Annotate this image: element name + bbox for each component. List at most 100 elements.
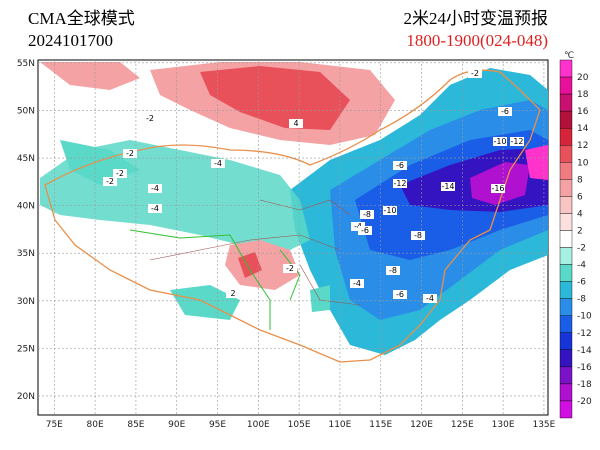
cold-core	[470, 162, 530, 205]
contour-label-bg	[211, 159, 225, 168]
contour-label-bg	[283, 264, 297, 273]
contour-label: -6	[361, 226, 369, 235]
colorbar-swatch	[559, 264, 573, 282]
contour-label: -10	[383, 206, 396, 215]
colorbar-swatch	[559, 315, 573, 333]
lon-tick-label: 135E	[532, 420, 555, 430]
contour-label-bg	[360, 210, 374, 219]
colorbar-label: -10	[577, 312, 592, 322]
colorbar-label: -2	[577, 244, 586, 254]
lon-tick-label: 120E	[410, 420, 433, 430]
cool-region	[170, 285, 330, 320]
colorbar-swatch	[559, 281, 573, 299]
contour-label-bg	[468, 69, 482, 78]
contour-label: -2	[286, 264, 294, 273]
contour-label-bg	[423, 294, 437, 303]
lat-tick-label: 25N	[17, 344, 35, 354]
contour-label-bg	[289, 119, 303, 128]
contour-label: -6	[501, 107, 509, 116]
contour-label: -4	[426, 294, 434, 303]
lon-tick-label: 100E	[247, 420, 270, 430]
contour-label: -12	[393, 179, 406, 188]
contour-label: -4	[151, 204, 159, 213]
contour-label-bg	[143, 114, 157, 123]
lat-tick-label: 35N	[17, 249, 35, 259]
lat-tick-label: 45N	[17, 154, 35, 164]
colorbar-label: -6	[577, 278, 586, 288]
lat-tick-label: 50N	[17, 106, 35, 116]
contour-label: -6	[396, 290, 404, 299]
warm-region	[40, 62, 140, 90]
colorbar-swatch	[559, 145, 573, 163]
contour-label-bg	[383, 206, 397, 215]
contour-label-bg	[103, 177, 117, 186]
contour-label: -4	[214, 159, 222, 168]
model-name: CMA全球模式	[28, 9, 135, 28]
colorbar-swatch	[559, 59, 573, 78]
contour-label-bg	[350, 279, 364, 288]
lon-tick-label: 95E	[209, 420, 226, 430]
colorbar-swatch	[559, 76, 573, 95]
map-area	[37, 59, 549, 416]
contour-label: -8	[363, 210, 371, 219]
contour-label: 4	[293, 119, 298, 128]
contour-label: -4	[151, 184, 159, 193]
colorbar-label: -4	[577, 261, 586, 271]
colorbar-swatch	[559, 179, 573, 197]
lon-tick-label: 75E	[46, 420, 63, 430]
warm-region	[225, 240, 300, 290]
lon-tick-label: 130E	[492, 420, 515, 430]
lon-tick-label: 110E	[328, 420, 351, 430]
warm-core	[200, 66, 350, 130]
colorbar-swatch	[559, 93, 573, 112]
lat-tick-label: 20N	[17, 392, 35, 402]
colorbar-label: 2	[577, 226, 583, 236]
contour-label-bg	[386, 266, 400, 275]
colorbar-swatch	[559, 349, 573, 368]
colorbar-label: -12	[577, 329, 592, 339]
colorbar-swatch	[559, 213, 573, 231]
colorbar-label: -18	[577, 380, 592, 390]
contour-label: -8	[414, 231, 422, 240]
colorbar-swatch	[559, 230, 573, 248]
contour-label-bg	[393, 290, 407, 299]
colorbar-swatch	[559, 332, 573, 351]
border	[44, 69, 541, 363]
title: 2米24小时变温预报	[404, 9, 549, 28]
lon-tick-label: 105E	[288, 420, 311, 430]
contour-label: 2	[230, 289, 235, 298]
colorbar-label: 8	[577, 175, 583, 185]
contour-label: -8	[389, 266, 397, 275]
cold-core	[525, 145, 548, 180]
colorbar-label: -8	[577, 295, 586, 305]
colorbar-label: 6	[577, 192, 583, 202]
lon-tick-label: 125E	[451, 420, 474, 430]
contour-label: -4	[353, 279, 361, 288]
contour-label: -2	[471, 69, 479, 78]
contour-label-bg	[510, 137, 524, 146]
contour-label-bg	[393, 161, 407, 170]
contour-label: -2	[106, 177, 114, 186]
contour-label-bg	[148, 184, 162, 193]
colorbar-label: 18	[577, 90, 589, 100]
contour-label-bg	[393, 179, 407, 188]
contour-label-bg	[493, 137, 507, 146]
river	[129, 229, 301, 330]
contour-label: -16	[491, 184, 504, 193]
contour-label-bg	[491, 184, 505, 193]
contour-label: -2	[126, 149, 134, 158]
lat-tick-label: 30N	[17, 297, 35, 307]
contour-label-bg	[411, 231, 425, 240]
contour-label-bg	[123, 149, 137, 158]
lat-tick-label: 55N	[17, 59, 35, 69]
lon-tick-label: 80E	[87, 420, 104, 430]
contour-label: -6	[396, 161, 404, 170]
colorbar-swatch	[559, 110, 573, 129]
lon-tick-label: 85E	[127, 420, 144, 430]
period: 1800-1900(024-048)	[406, 31, 548, 50]
colorbar-label: -16	[577, 363, 592, 373]
colorbar-label: 12	[577, 141, 588, 151]
contour-label-bg	[226, 289, 240, 298]
contour-label: -12	[510, 137, 523, 146]
